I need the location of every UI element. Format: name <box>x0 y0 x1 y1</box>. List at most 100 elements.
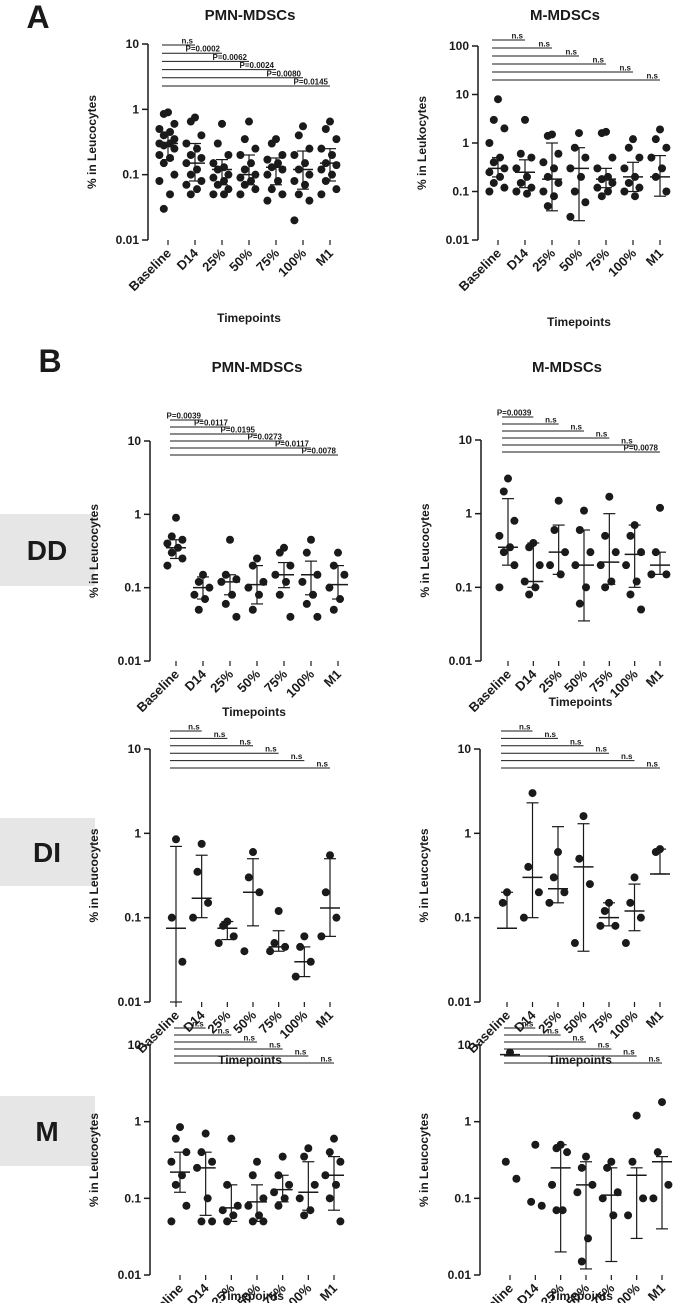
y-tick-label: 0.01 <box>118 995 142 1009</box>
y-tick-label: 0.1 <box>124 1191 141 1205</box>
comparison-label: n.s <box>519 723 531 732</box>
x-tick-label: 50% <box>556 245 585 274</box>
data-point <box>321 888 330 897</box>
data-point <box>575 129 583 138</box>
data-point <box>662 187 671 196</box>
data-point <box>531 1140 540 1149</box>
data-point <box>203 1194 212 1203</box>
comparison-label: n.s <box>522 1020 534 1029</box>
y-tick-label: 10 <box>459 433 473 447</box>
data-point <box>545 898 554 907</box>
comparison-label: n.s <box>648 1055 660 1064</box>
data-point <box>290 150 299 159</box>
data-point <box>300 1211 309 1220</box>
data-point <box>523 172 531 181</box>
data-point <box>253 554 261 563</box>
data-point <box>197 1217 206 1226</box>
data-point <box>186 117 195 126</box>
data-point <box>597 129 606 138</box>
data-point <box>624 1211 633 1220</box>
x-tick-label: M1 <box>645 1281 668 1303</box>
data-point <box>170 170 179 179</box>
data-point <box>340 570 349 579</box>
data-point <box>624 178 633 187</box>
comparison-label: n.s <box>265 745 277 754</box>
data-point <box>155 176 164 185</box>
data-point <box>295 1194 304 1203</box>
data-point <box>632 577 641 586</box>
data-point <box>278 150 287 159</box>
data-point <box>302 548 311 557</box>
y-axis-label: % in Leucocytes <box>87 504 101 598</box>
data-point <box>639 1194 648 1203</box>
data-point <box>178 554 187 563</box>
data-point <box>209 173 218 182</box>
data-point <box>581 153 590 162</box>
data-point <box>499 548 508 557</box>
data-point <box>598 1194 607 1203</box>
x-tick-label: Baseline <box>468 1281 516 1303</box>
data-point <box>651 848 660 857</box>
comparison-label: n.s <box>239 737 251 746</box>
data-point <box>302 599 311 608</box>
data-point <box>186 150 195 159</box>
x-axis-label: Timepoints <box>549 1289 613 1303</box>
data-point <box>178 957 187 966</box>
y-tick-label: 10 <box>128 1038 142 1052</box>
x-tick-label: 50% <box>230 1007 259 1036</box>
data-point <box>155 150 164 159</box>
data-point <box>166 190 174 199</box>
data-point <box>167 548 176 557</box>
data-point <box>516 178 525 187</box>
data-point <box>178 535 187 544</box>
data-point <box>167 913 176 922</box>
data-point <box>172 513 180 522</box>
data-point <box>163 539 172 548</box>
comparison-label: P=0.0080 <box>267 69 302 78</box>
data-point <box>632 1111 641 1120</box>
data-point <box>485 139 494 147</box>
comparison-label: n.s <box>188 723 200 732</box>
panel-label: B <box>38 343 61 379</box>
data-point <box>209 159 218 168</box>
data-point <box>537 1201 546 1210</box>
data-point <box>485 187 494 196</box>
data-point <box>248 605 257 614</box>
data-point <box>597 192 606 201</box>
comparison-label: n.s <box>544 730 556 739</box>
data-point <box>317 932 326 941</box>
data-point <box>332 135 341 144</box>
data-point <box>630 873 639 882</box>
x-axis-label: Timepoints <box>217 311 281 325</box>
comparison-label: n.s <box>646 760 658 769</box>
y-tick-label: 100 <box>449 39 469 53</box>
data-point <box>197 176 206 185</box>
data-point <box>524 862 533 871</box>
data-point <box>626 531 635 540</box>
data-point <box>631 192 639 201</box>
x-tick-label: 25% <box>536 666 565 695</box>
comparison-label: n.s <box>595 745 607 754</box>
x-tick-label: 50% <box>226 245 255 274</box>
x-tick-label: 100% <box>275 245 309 279</box>
data-point <box>525 590 534 599</box>
data-point <box>495 583 504 592</box>
data-point <box>593 183 602 192</box>
data-point <box>510 516 519 525</box>
data-point <box>244 583 253 592</box>
comparison-label: P=0.0062 <box>213 53 248 62</box>
data-point <box>159 109 168 118</box>
data-point <box>263 196 272 205</box>
data-point <box>656 125 664 134</box>
y-tick-label: 0.1 <box>124 911 141 925</box>
data-point <box>636 913 645 922</box>
data-point <box>605 492 614 501</box>
data-point <box>170 144 179 153</box>
comparison-label: P=0.0039 <box>497 409 532 418</box>
data-point <box>317 165 326 174</box>
x-tick-label: 50% <box>561 666 590 695</box>
data-point <box>546 561 555 570</box>
comparison-label: n.s <box>192 1020 204 1029</box>
data-point <box>554 496 563 505</box>
comparison-label: P=0.0039 <box>167 412 202 421</box>
